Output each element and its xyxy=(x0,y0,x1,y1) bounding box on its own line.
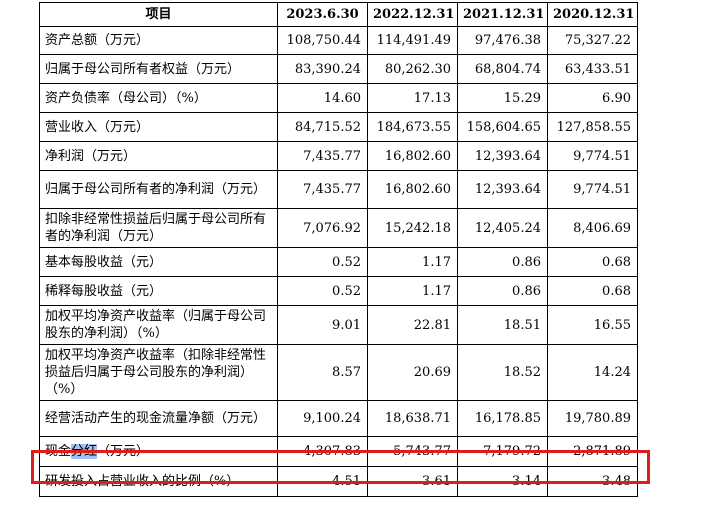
cell-value: 7,076.92 xyxy=(277,208,368,248)
cell-value: 184,673.55 xyxy=(367,112,458,142)
selected-text: 分红 xyxy=(71,444,98,459)
header-2021-12-31: 2021.12.31 xyxy=(457,2,548,27)
cell-value: 18,638.71 xyxy=(367,400,458,437)
label-part: 现金 xyxy=(45,444,72,459)
cell-value: 7,435.77 xyxy=(277,141,368,171)
header-2023-6-30: 2023.6.30 xyxy=(277,2,368,27)
row-label: 资产负债率（母公司）（%） xyxy=(39,83,278,113)
cell-value: 18.52 xyxy=(457,344,548,401)
cell-value: 7,435.77 xyxy=(277,170,368,209)
cell-value: 22.81 xyxy=(367,305,458,345)
table-row: 归属于母公司所有者的净利润（万元） 7,435.77 16,802.60 12,… xyxy=(39,170,638,209)
cell-value: 7,179.72 xyxy=(457,436,548,467)
cell-value: 68,804.74 xyxy=(457,54,548,84)
header-item: 项目 xyxy=(39,2,278,27)
cell-value: 14.60 xyxy=(277,83,368,113)
cell-value: 84,715.52 xyxy=(277,112,368,142)
table-header-row: 项目 2023.6.30 2022.12.31 2021.12.31 2020.… xyxy=(39,2,638,27)
cell-value: 14.24 xyxy=(547,344,638,401)
financial-summary-table: 项目 2023.6.30 2022.12.31 2021.12.31 2020.… xyxy=(39,2,638,497)
table-row: 稀释每股收益（元） 0.52 1.17 0.86 0.68 xyxy=(39,276,638,306)
cell-value: 16,802.60 xyxy=(367,141,458,171)
header-2022-12-31: 2022.12.31 xyxy=(367,2,458,27)
cell-value: 158,604.65 xyxy=(457,112,548,142)
cell-value: 9,774.51 xyxy=(547,170,638,209)
row-label: 加权平均净资产收益率（归属于母公司股东的净利润）（%） xyxy=(39,305,278,345)
cell-value: 97,476.38 xyxy=(457,26,548,55)
cell-value: 4.51 xyxy=(277,466,368,497)
table-row: 净利润（万元） 7,435.77 16,802.60 12,393.64 9,7… xyxy=(39,141,638,171)
cell-value: 5,743.77 xyxy=(367,436,458,467)
cell-value: 1.17 xyxy=(367,247,458,277)
cell-value: 12,405.24 xyxy=(457,208,548,248)
cell-value: 0.52 xyxy=(277,276,368,306)
cell-value: 19,780.89 xyxy=(547,400,638,437)
cell-value: 15.29 xyxy=(457,83,548,113)
cell-value: 0.86 xyxy=(457,247,548,277)
cell-value: 0.86 xyxy=(457,276,548,306)
cell-value: 1.17 xyxy=(367,276,458,306)
row-label: 营业收入（万元） xyxy=(39,112,278,142)
row-label: 经营活动产生的现金流量净额（万元） xyxy=(39,400,278,437)
table-row: 加权平均净资产收益率（归属于母公司股东的净利润）（%） 9.01 22.81 1… xyxy=(39,305,638,345)
cell-value: 114,491.49 xyxy=(367,26,458,55)
label-part: （万元） xyxy=(97,444,150,459)
row-label: 基本每股收益（元） xyxy=(39,247,278,277)
header-2020-12-31: 2020.12.31 xyxy=(547,2,638,27)
cell-value: 16.55 xyxy=(547,305,638,345)
row-label: 净利润（万元） xyxy=(39,141,278,171)
row-label: 扣除非经常性损益后归属于母公司所有者的净利润（万元） xyxy=(39,208,278,248)
cell-value: 0.68 xyxy=(547,276,638,306)
cell-value: 16,802.60 xyxy=(367,170,458,209)
cell-value: 15,242.18 xyxy=(367,208,458,248)
cell-value: 3.48 xyxy=(547,466,638,497)
cell-value: 83,390.24 xyxy=(277,54,368,84)
cell-value: 9,774.51 xyxy=(547,141,638,171)
cell-value: 3.61 xyxy=(367,466,458,497)
cell-value: 80,262.30 xyxy=(367,54,458,84)
row-label: 研发投入占营业收入的比例（%） xyxy=(39,466,278,497)
cell-value: 0.68 xyxy=(547,247,638,277)
cell-value: 18.51 xyxy=(457,305,548,345)
cell-value: 2,871.89 xyxy=(547,436,638,467)
cell-value: 108,750.44 xyxy=(277,26,368,55)
cell-value: 3.14 xyxy=(457,466,548,497)
table-row: 归属于母公司所有者权益（万元） 83,390.24 80,262.30 68,8… xyxy=(39,54,638,84)
table-row: 加权平均净资产收益率（扣除非经常性损益后归属于母公司股东的净利润）（%） 8.5… xyxy=(39,344,638,401)
cell-value: 9.01 xyxy=(277,305,368,345)
cell-value: 12,393.64 xyxy=(457,141,548,171)
cell-value: 0.52 xyxy=(277,247,368,277)
table-row: 营业收入（万元） 84,715.52 184,673.55 158,604.65… xyxy=(39,112,638,142)
table-row: 基本每股收益（元） 0.52 1.17 0.86 0.68 xyxy=(39,247,638,277)
cell-value: 8.57 xyxy=(277,344,368,401)
row-label: 归属于母公司所有者权益（万元） xyxy=(39,54,278,84)
row-label: 归属于母公司所有者的净利润（万元） xyxy=(39,170,278,209)
cell-value: 12,393.64 xyxy=(457,170,548,209)
cell-value: 17.13 xyxy=(367,83,458,113)
cell-value: 63,433.51 xyxy=(547,54,638,84)
table-row: 资产总额（万元） 108,750.44 114,491.49 97,476.38… xyxy=(39,26,638,55)
table-row: 资产负债率（母公司）（%） 14.60 17.13 15.29 6.90 xyxy=(39,83,638,113)
table-row: 扣除非经常性损益后归属于母公司所有者的净利润（万元） 7,076.92 15,2… xyxy=(39,208,638,248)
cell-value: 75,327.22 xyxy=(547,26,638,55)
cell-value: 127,858.55 xyxy=(547,112,638,142)
cash-dividend-row: 现金分红（万元） 4,307.83 5,743.77 7,179.72 2,87… xyxy=(39,436,638,467)
cell-value: 4,307.83 xyxy=(277,436,368,467)
row-label: 资产总额（万元） xyxy=(39,26,278,55)
row-label: 现金分红（万元） xyxy=(39,436,278,467)
table-row: 研发投入占营业收入的比例（%） 4.51 3.61 3.14 3.48 xyxy=(39,466,638,497)
cell-value: 20.69 xyxy=(367,344,458,401)
row-label: 加权平均净资产收益率（扣除非经常性损益后归属于母公司股东的净利润）（%） xyxy=(39,344,278,401)
cell-value: 16,178.85 xyxy=(457,400,548,437)
cell-value: 9,100.24 xyxy=(277,400,368,437)
cell-value: 8,406.69 xyxy=(547,208,638,248)
cell-value: 6.90 xyxy=(547,83,638,113)
table-row: 经营活动产生的现金流量净额（万元） 9,100.24 18,638.71 16,… xyxy=(39,400,638,437)
row-label: 稀释每股收益（元） xyxy=(39,276,278,306)
